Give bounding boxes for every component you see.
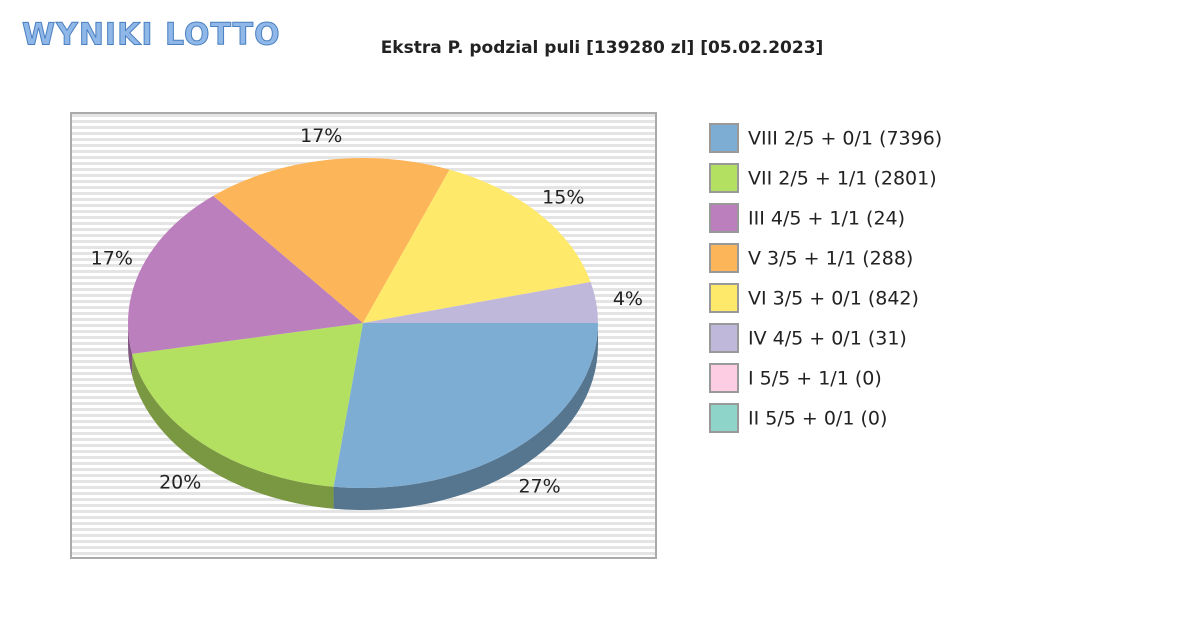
legend: VIII 2/5 + 0/1 (7396) VII 2/5 + 1/1 (2801…: [709, 123, 942, 433]
legend-label: II 5/5 + 0/1 (0): [748, 408, 887, 430]
value-label: 15%: [542, 187, 584, 209]
pie-side: [333, 323, 598, 510]
value-label: 17%: [91, 247, 133, 269]
value-label: 27%: [518, 475, 560, 497]
pie-slice: [363, 281, 598, 323]
legend-swatch: [709, 163, 739, 193]
pie-side: [132, 353, 334, 509]
chart-title: Ekstra P. podzial puli [139280 zl] [05.0…: [381, 38, 824, 58]
logo: WYNIKI LOTTO: [22, 18, 281, 53]
legend-label: VI 3/5 + 0/1 (842): [748, 288, 919, 310]
legend-label: IV 4/5 + 0/1 (31): [748, 328, 907, 350]
legend-swatch: [709, 203, 739, 233]
pie: 27% 20% 17% 17% 15% 4%: [91, 125, 643, 510]
legend-swatch: [709, 123, 739, 153]
legend-swatch: [709, 283, 739, 313]
legend-swatch: [709, 323, 739, 353]
legend-swatch: [709, 243, 739, 273]
legend-label: VII 2/5 + 1/1 (2801): [748, 168, 937, 190]
pie-slice: [363, 169, 591, 323]
legend-swatch: [709, 363, 739, 393]
legend-label: III 4/5 + 1/1 (24): [748, 208, 905, 230]
pie-slice: [132, 323, 363, 487]
legend-label: VIII 2/5 + 0/1 (7396): [748, 128, 942, 150]
pie-slice: [127, 195, 363, 354]
value-label: 4%: [613, 288, 643, 310]
value-label: 20%: [159, 471, 201, 493]
pie-slice: [213, 158, 450, 323]
pie-slice: [333, 323, 598, 488]
legend-swatch: [709, 403, 739, 433]
legend-label: I 5/5 + 1/1 (0): [748, 368, 882, 390]
legend-label: V 3/5 + 1/1 (288): [748, 248, 913, 270]
value-label: 17%: [300, 125, 342, 147]
pie-side: [128, 323, 133, 376]
